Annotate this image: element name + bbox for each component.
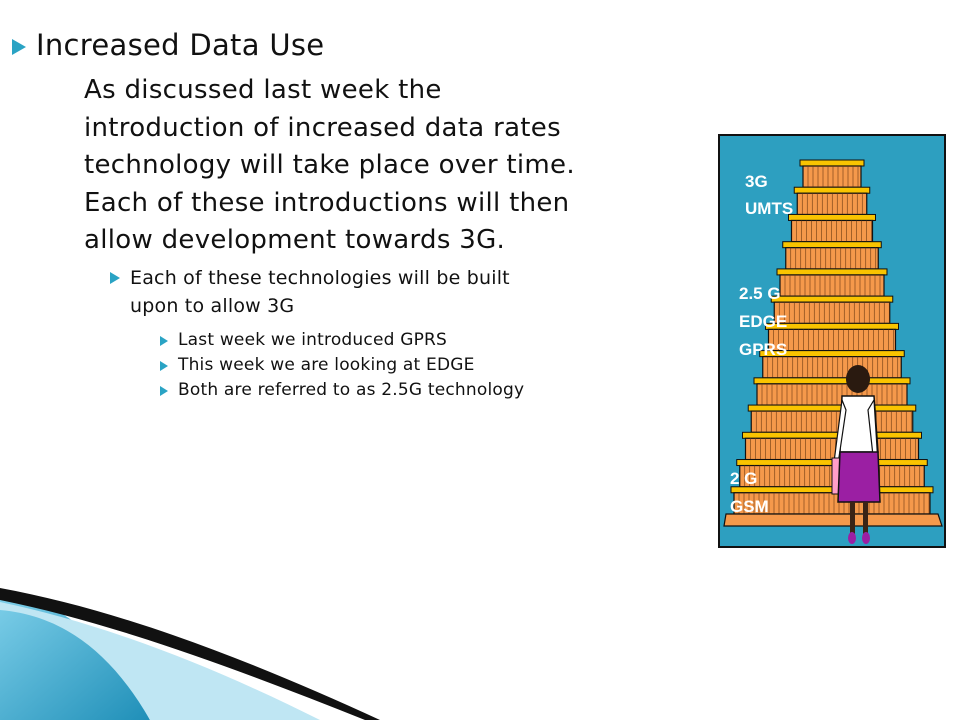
decorative-swoosh bbox=[0, 588, 380, 720]
sub-sub-bullet-icon bbox=[160, 336, 168, 346]
sub-sub-list: Last week we introduced GPRS This week w… bbox=[178, 328, 524, 403]
step-riser bbox=[762, 356, 902, 379]
step-tread bbox=[753, 377, 911, 385]
step-riser bbox=[773, 301, 891, 324]
step-tread bbox=[793, 186, 871, 194]
staircase-illustration: 3G UMTS 2.5 G EDGE GPRS 2 G GSM bbox=[718, 134, 946, 548]
step-tread bbox=[776, 268, 888, 276]
paragraph-line: introduction of increased data rates bbox=[84, 112, 561, 143]
label-gsm: GSM bbox=[730, 497, 769, 516]
sub-sub-item: This week we are looking at EDGE bbox=[178, 355, 475, 375]
paragraph-line: As discussed last week the bbox=[84, 75, 442, 105]
title-bullet-icon bbox=[12, 39, 26, 55]
step-riser bbox=[785, 247, 879, 270]
sub-sub-item: Both are referred to as 2.5G technology bbox=[178, 380, 525, 400]
step-riser bbox=[790, 219, 874, 243]
paragraph-line: technology will take place over time. bbox=[84, 150, 575, 180]
sub-sub-bullet-icon bbox=[160, 386, 168, 396]
step-tread bbox=[742, 431, 922, 439]
sub-point-line: upon to allow 3G bbox=[130, 295, 295, 317]
label-2-5g: 2.5 G bbox=[739, 284, 781, 303]
label-3g: 3G bbox=[745, 172, 768, 191]
step-tread bbox=[782, 241, 882, 249]
label-umts: UMTS bbox=[745, 199, 793, 218]
sub-sub-bullet-icon bbox=[160, 361, 168, 371]
step-riser bbox=[779, 274, 885, 297]
step-tread bbox=[747, 404, 917, 412]
staircase-steps bbox=[723, 159, 943, 527]
step-tread bbox=[770, 295, 894, 303]
sub-point: Each of these technologies will be built… bbox=[130, 264, 510, 320]
sub-point-line: Each of these technologies will be built bbox=[130, 267, 510, 289]
slide-title: Increased Data Use bbox=[36, 28, 325, 62]
main-paragraph: As discussed last week the introduction … bbox=[84, 72, 575, 260]
label-edge: EDGE bbox=[739, 312, 787, 331]
step-tread bbox=[788, 213, 876, 221]
step-riser bbox=[802, 165, 862, 188]
paragraph-line: Each of these introductions will then bbox=[84, 187, 570, 218]
woman-figure bbox=[831, 365, 881, 544]
step-riser bbox=[750, 410, 914, 433]
step-riser bbox=[744, 437, 920, 461]
step-riser bbox=[767, 328, 897, 352]
sub-bullet-icon bbox=[110, 272, 120, 284]
label-2g: 2 G bbox=[730, 469, 757, 488]
paragraph-line: allow development towards 3G. bbox=[84, 225, 506, 255]
label-gprs: GPRS bbox=[739, 340, 787, 359]
sub-sub-item: Last week we introduced GPRS bbox=[178, 330, 448, 350]
step-tread bbox=[799, 159, 865, 167]
